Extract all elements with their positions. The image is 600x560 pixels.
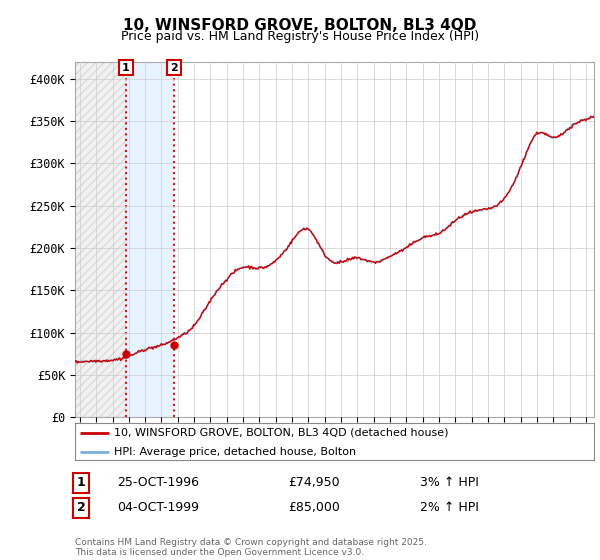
Text: 25-OCT-1996: 25-OCT-1996 bbox=[117, 476, 199, 489]
Text: 2% ↑ HPI: 2% ↑ HPI bbox=[420, 501, 479, 515]
Text: 10, WINSFORD GROVE, BOLTON, BL3 4QD: 10, WINSFORD GROVE, BOLTON, BL3 4QD bbox=[124, 18, 476, 33]
Text: 2: 2 bbox=[77, 501, 85, 515]
Text: 10, WINSFORD GROVE, BOLTON, BL3 4QD (detached house): 10, WINSFORD GROVE, BOLTON, BL3 4QD (det… bbox=[114, 428, 448, 438]
Text: 04-OCT-1999: 04-OCT-1999 bbox=[117, 501, 199, 515]
Text: 3% ↑ HPI: 3% ↑ HPI bbox=[420, 476, 479, 489]
Text: £85,000: £85,000 bbox=[288, 501, 340, 515]
Bar bbox=[75, 62, 125, 417]
Text: 1: 1 bbox=[122, 63, 130, 73]
Text: Price paid vs. HM Land Registry's House Price Index (HPI): Price paid vs. HM Land Registry's House … bbox=[121, 30, 479, 43]
Text: Contains HM Land Registry data © Crown copyright and database right 2025.
This d: Contains HM Land Registry data © Crown c… bbox=[75, 538, 427, 557]
Bar bbox=[126, 62, 174, 417]
Text: 2: 2 bbox=[170, 63, 178, 73]
Text: 1: 1 bbox=[77, 476, 85, 489]
Text: £74,950: £74,950 bbox=[288, 476, 340, 489]
Text: HPI: Average price, detached house, Bolton: HPI: Average price, detached house, Bolt… bbox=[114, 447, 356, 457]
